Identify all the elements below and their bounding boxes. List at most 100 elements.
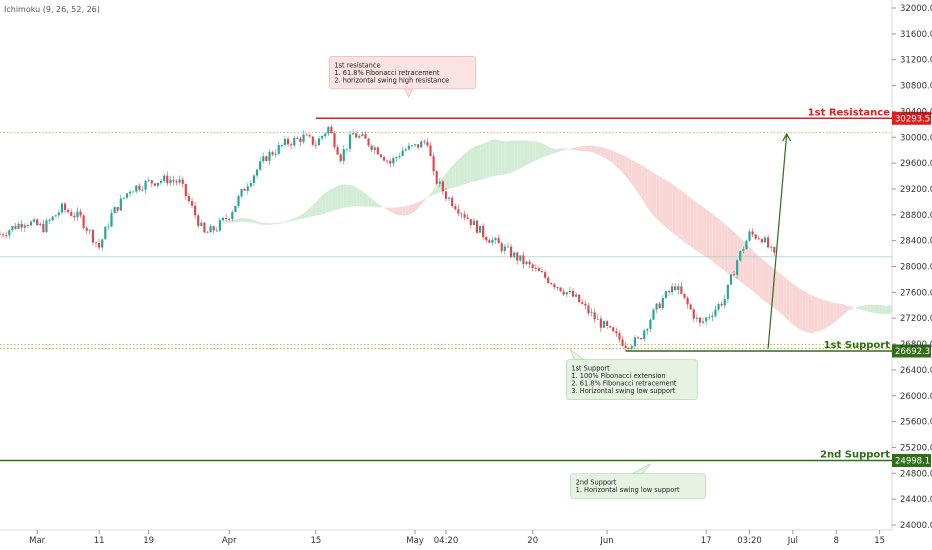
cloud-segment: [390, 207, 394, 214]
candle-body: [225, 217, 228, 219]
candle-body: [314, 144, 318, 146]
cloud-segment: [495, 139, 499, 176]
candle-body: [701, 321, 705, 323]
candle-body: [528, 261, 531, 265]
candle-body: [138, 185, 141, 190]
candle-body: [633, 337, 637, 347]
candle-body: [466, 217, 469, 220]
cloud-segment: [585, 145, 589, 152]
candle-body: [265, 156, 268, 161]
candle-body: [255, 169, 259, 176]
candle-body: [119, 198, 122, 211]
cloud-segment: [192, 227, 196, 229]
cloud-segment: [303, 210, 307, 219]
candle-body: [497, 238, 500, 244]
cloud-segment: [755, 253, 759, 297]
cloud-segment: [634, 161, 639, 194]
candle-body: [147, 180, 150, 182]
cloud-segment: [786, 278, 790, 322]
indicator-label[interactable]: Ichimoku (9, 26, 52, 26): [4, 5, 100, 14]
candle-body: [754, 234, 757, 239]
cloud-segment: [343, 184, 347, 208]
candle-body: [73, 215, 76, 218]
candle-body: [190, 201, 194, 206]
candle-body: [401, 150, 404, 156]
candle-body: [392, 158, 395, 164]
price-axis[interactable]: 32000.0 31600.0 31200.0 30800.0 30400.0 30000…: [892, 4, 932, 531]
candle-body: [330, 126, 333, 134]
cloud-segment: [851, 306, 855, 309]
cloud-segment: [678, 188, 682, 240]
callout-box: [565, 359, 698, 400]
cloud-segment: [492, 139, 496, 177]
candle-body: [695, 317, 698, 319]
candle-body: [522, 255, 525, 265]
candle-body: [646, 328, 649, 331]
candle-body: [612, 327, 615, 332]
callout-text-line: 2nd Support: [576, 479, 617, 487]
candle-body: [621, 339, 624, 346]
cloud-segment: [641, 164, 645, 203]
candle-body: [398, 155, 401, 158]
cloud-segment: [765, 261, 769, 304]
candle-body: [290, 144, 293, 146]
candle-body: [228, 218, 231, 220]
candle-body: [711, 315, 714, 318]
candle-body: [169, 180, 172, 184]
cloud-segment: [721, 221, 725, 271]
candle-body: [417, 144, 420, 148]
cloud-segment: [380, 205, 385, 208]
cloud-segment: [309, 205, 313, 217]
candle-body: [48, 220, 51, 221]
cloud-segment: [820, 299, 824, 331]
cloud-segment: [421, 198, 425, 206]
candle-body: [286, 138, 290, 145]
candle-body: [475, 220, 479, 233]
candle-body: [324, 133, 327, 137]
time-tick-label: 03:20: [737, 536, 762, 546]
cloud-segment: [718, 218, 722, 269]
candle-body: [184, 183, 187, 197]
cloud-segment: [480, 143, 484, 181]
candle-body: [342, 149, 345, 161]
candle-body: [571, 290, 575, 297]
candle-body: [482, 225, 485, 238]
cloud-segment: [799, 288, 803, 331]
candle-body: [14, 226, 17, 229]
candle-body: [82, 215, 85, 228]
candle-body: [537, 268, 541, 272]
cloud-segment: [653, 172, 657, 219]
cloud-segment: [356, 187, 360, 207]
price-tick-label: 26400.0: [900, 366, 932, 376]
cloud-segment: [411, 203, 416, 214]
cloud-segment: [278, 222, 282, 224]
candle-body: [101, 239, 104, 248]
cloud-segment: [557, 148, 561, 153]
candle-body: [91, 230, 95, 243]
cloud-segment: [498, 139, 502, 176]
candle-body: [296, 137, 299, 139]
time-tick-label: 8: [834, 536, 839, 546]
candle-body: [763, 237, 767, 243]
time-axis[interactable]: Mar 11 19 Apr 15 May 04:20 20 Jun 17 03:20 Jul 8 15: [29, 530, 885, 546]
cloud-segment: [346, 184, 350, 208]
cloud-segment: [257, 221, 261, 225]
cloud-segment: [167, 233, 171, 235]
candle-body: [516, 252, 519, 261]
cloud-segment: [870, 304, 874, 313]
candle-body: [469, 219, 472, 226]
callout-box: [570, 473, 706, 500]
cloud-segment: [625, 156, 629, 181]
price-tick-label: 24800.0: [900, 469, 932, 479]
cloud-segment: [415, 202, 419, 212]
candle-body: [732, 274, 736, 276]
cloud-segment: [631, 159, 635, 189]
candle-body: [513, 252, 516, 257]
candle-body: [79, 211, 82, 216]
candle-body: [698, 317, 702, 323]
cloud-segment: [690, 197, 694, 249]
cloud-segment: [792, 283, 796, 327]
cloud-segment: [811, 295, 815, 333]
candle-body: [686, 297, 689, 305]
